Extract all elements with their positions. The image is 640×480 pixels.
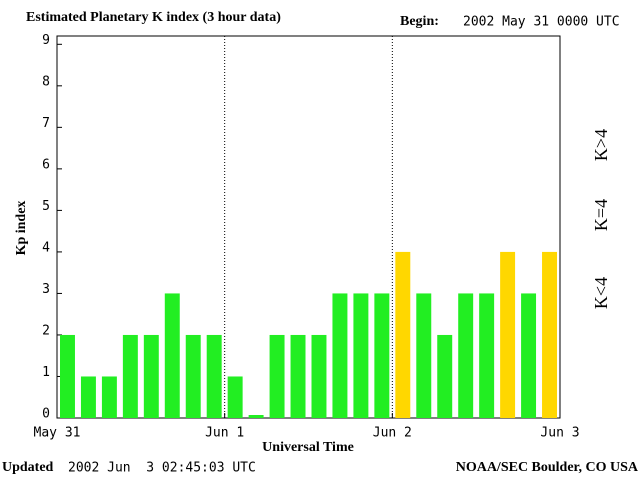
legend-entry: K>4 [591,129,611,161]
y-axis-label: Kp index [14,201,29,256]
bar [437,334,453,418]
y-tick-label: 3 [42,282,50,297]
bar [479,293,495,418]
x-tick-label: Jun 3 [540,426,579,441]
chart-title: Estimated Planetary K index (3 hour data… [26,10,281,25]
bar [248,415,264,418]
begin-label: Begin: [400,14,439,29]
x-tick-label: Jun 1 [205,426,244,441]
bar [227,376,243,418]
y-tick-label: 4 [42,240,50,255]
plot-frame [56,35,561,419]
bar [332,293,348,418]
begin-time: 2002 May 31 0000 UTC [463,15,620,30]
bar [80,376,96,418]
legend-entry: K<4 [591,277,611,309]
bar [458,293,474,418]
bar [521,293,537,418]
bar [206,334,222,418]
y-tick-label: 1 [42,365,50,380]
bar [290,334,306,418]
updated-time: 2002 Jun 3 02:45:03 UTC [68,461,256,476]
bar [374,293,390,418]
bar [500,251,516,418]
bar [269,334,285,418]
bar [164,293,180,418]
source: NOAA/SEC Boulder, CO USA [456,460,639,475]
bar [416,293,432,418]
x-tick-label: May 31 [34,426,81,441]
bar [353,293,369,418]
y-tick-label: 6 [42,157,50,172]
y-tick-label: 0 [42,407,50,422]
bar [185,334,201,418]
x-axis-label: Universal Time [262,440,354,455]
legend-entry: K=4 [591,199,611,231]
bar [311,334,327,418]
y-tick-label: 2 [42,323,50,338]
x-tick-label: Jun 2 [373,426,412,441]
y-tick-label: 7 [42,116,50,131]
bar [122,334,138,418]
bar [101,376,117,418]
y-tick-label: 5 [42,199,50,214]
bar [143,334,159,418]
updated-label: Updated [2,460,54,475]
y-tick-label: 8 [42,74,50,89]
bar [60,334,75,418]
bar [395,251,411,418]
bar [542,251,557,418]
y-tick-label: 9 [42,33,50,48]
